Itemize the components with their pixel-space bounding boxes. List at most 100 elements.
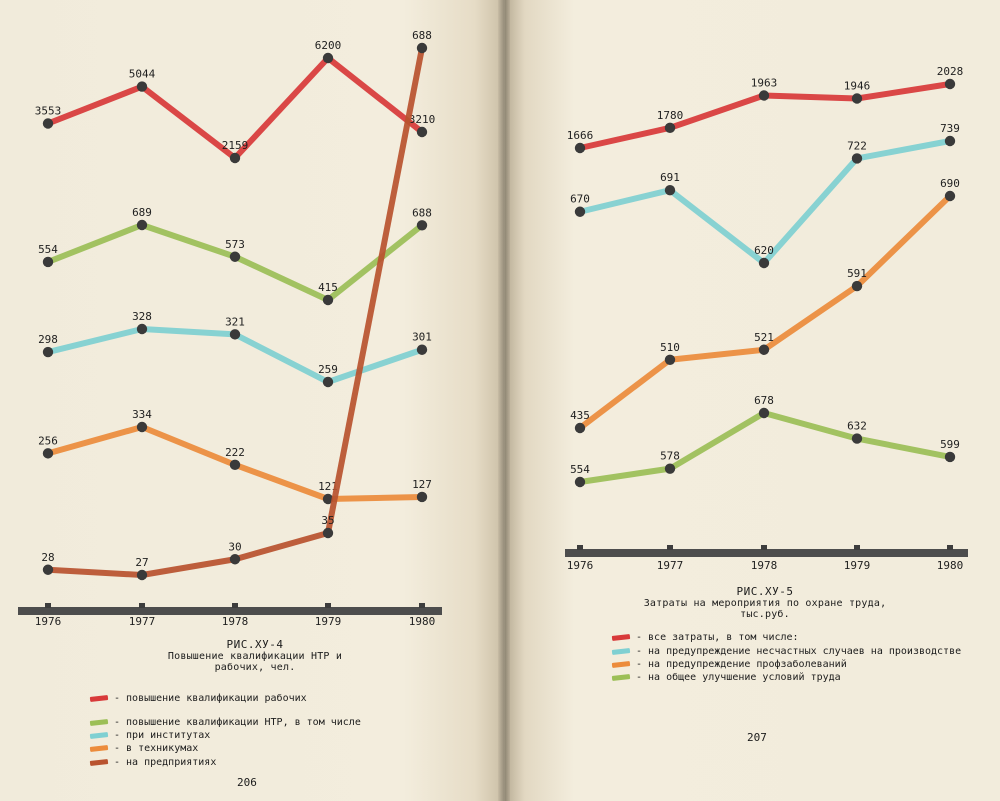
left-legend-item: - в техникумах <box>89 743 198 754</box>
series-line <box>763 92 858 102</box>
series-line <box>141 556 236 578</box>
data-point <box>136 81 148 92</box>
data-point <box>664 185 676 196</box>
data-point <box>758 90 770 101</box>
data-point <box>758 344 770 355</box>
series-line <box>856 81 951 102</box>
data-label: 2028 <box>937 65 964 78</box>
data-label: 573 <box>225 238 245 251</box>
data-point <box>322 52 334 64</box>
data-point <box>416 126 428 138</box>
data-label: 30 <box>228 540 241 553</box>
data-label: 632 <box>847 420 867 433</box>
x-tick-label: 1976 <box>567 559 594 572</box>
legend-swatch <box>611 674 631 681</box>
x-axis-tick <box>667 545 673 550</box>
series-line <box>762 283 859 353</box>
data-point <box>574 142 586 154</box>
x-axis-tick <box>325 603 331 608</box>
series-line <box>856 138 951 162</box>
legend-swatch <box>89 759 109 766</box>
data-label: 599 <box>940 438 960 451</box>
series-line <box>327 346 423 385</box>
data-label: 620 <box>754 244 774 257</box>
series-line <box>761 156 860 265</box>
data-label: 554 <box>38 243 58 256</box>
data-label: 1963 <box>751 76 778 89</box>
data-point <box>851 93 863 104</box>
left-caption-title: РИС.ХУ-4 <box>226 638 284 651</box>
legend-swatch <box>611 648 631 655</box>
left-caption-subtitle: Повышение квалификации НТР и рабочих, че… <box>167 651 343 673</box>
data-label: 688 <box>412 206 432 219</box>
left-legend-item: - на предприятиях <box>89 757 217 768</box>
data-point <box>851 153 863 164</box>
legend-swatch <box>611 634 631 641</box>
legend-swatch <box>611 661 631 668</box>
series-line <box>234 530 329 563</box>
series-line <box>47 424 143 457</box>
data-label: 1780 <box>657 109 684 122</box>
x-axis-tick <box>761 545 767 550</box>
series-line <box>141 326 236 338</box>
series-line <box>579 187 671 215</box>
data-label: 334 <box>132 408 152 421</box>
x-tick-label: 1978 <box>222 615 249 628</box>
data-label: 321 <box>225 315 245 328</box>
left-caption: РИС.ХУ-4 Повышение квалификации НТР и ра… <box>140 638 370 673</box>
data-label: 521 <box>754 331 774 344</box>
data-point <box>664 463 676 474</box>
right-page <box>505 0 1000 801</box>
data-label: 688 <box>412 29 432 42</box>
data-label: 691 <box>660 171 680 184</box>
legend-swatch <box>89 695 109 702</box>
series-line <box>140 84 237 161</box>
data-point <box>416 220 428 231</box>
data-point <box>42 118 54 129</box>
legend-label: - на предупреждение несчастных случаев н… <box>636 646 962 657</box>
data-point <box>229 329 241 340</box>
series-line <box>46 222 144 265</box>
series-line <box>669 92 765 131</box>
legend-swatch <box>89 745 109 752</box>
data-label: 28 <box>41 551 54 564</box>
data-label: 670 <box>570 193 590 206</box>
right-caption-title: РИС.ХУ-5 <box>736 585 794 598</box>
x-tick-label: 1978 <box>751 559 778 572</box>
x-axis-tick <box>577 545 583 550</box>
data-label: 510 <box>660 341 680 354</box>
data-label: 328 <box>132 310 152 323</box>
left-legend-item: - при институтах <box>89 730 210 741</box>
series-line <box>46 83 144 127</box>
data-label: 722 <box>847 139 867 152</box>
series-line <box>233 254 330 303</box>
data-label: 3210 <box>409 113 436 126</box>
legend-label: - повышение квалификации рабочих <box>114 693 307 704</box>
data-point <box>136 569 148 581</box>
legend-swatch <box>89 732 109 739</box>
data-label: 678 <box>754 394 774 407</box>
x-tick-label: 1977 <box>129 615 156 628</box>
data-label: 256 <box>38 434 58 447</box>
data-point <box>416 344 428 355</box>
series-line <box>856 435 951 460</box>
series-line <box>233 331 330 385</box>
data-point <box>322 527 334 539</box>
data-point <box>758 257 770 269</box>
series-line <box>763 410 858 442</box>
data-point <box>574 206 586 217</box>
data-label: 415 <box>318 281 338 294</box>
x-axis-tick <box>947 545 953 550</box>
data-label: 578 <box>660 450 680 463</box>
data-point <box>758 407 770 419</box>
data-point <box>322 376 334 388</box>
x-tick-label: 1979 <box>315 615 342 628</box>
x-tick-label: 1977 <box>657 559 684 572</box>
legend-label: - на предприятиях <box>114 757 217 768</box>
series-line <box>232 55 331 161</box>
data-label: 222 <box>225 446 245 459</box>
right-caption: РИС.ХУ-5 Затраты на мероприятия по охран… <box>620 585 910 620</box>
series-line <box>325 47 425 534</box>
right-legend-item: - на предупреждение профзаболеваний <box>611 659 847 670</box>
x-axis-tick <box>419 603 425 608</box>
